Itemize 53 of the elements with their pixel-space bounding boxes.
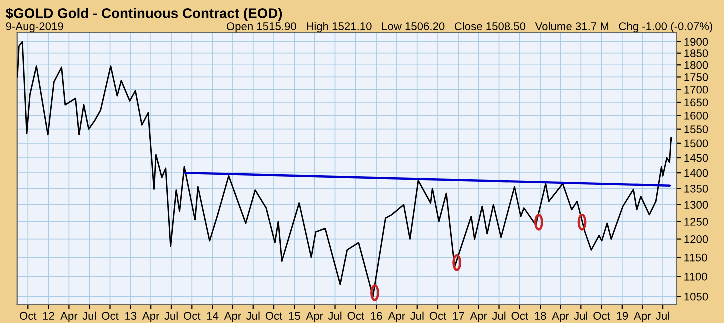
x-tick-label: Apr <box>224 312 242 322</box>
y-tick-label: 1400 <box>684 169 708 178</box>
x-tick-label: Apr <box>388 312 406 322</box>
x-tick-label: 14 <box>207 312 219 320</box>
x-tick-label: Oct <box>266 312 283 320</box>
x-tick-label: Oct <box>20 312 37 320</box>
x-tick-label: 12 <box>43 312 54 320</box>
x-tick-label: 19 <box>617 312 628 320</box>
x-tick-label: Jul <box>82 312 96 320</box>
x-tick-label: Jul <box>410 312 424 320</box>
y-tick-label: 1800 <box>684 61 708 70</box>
y-tick-label: 1850 <box>684 50 708 58</box>
x-tick-label: 18 <box>535 312 546 320</box>
x-tick-label: Apr <box>634 312 652 322</box>
x-tick-label: Apr <box>470 312 488 322</box>
chart-title: $GOLD Gold - Continuous Contract (EOD) <box>6 8 282 22</box>
x-tick-label: Jul <box>246 312 260 320</box>
x-tick-label: Apr <box>142 312 160 322</box>
x-tick-label: Oct <box>512 312 528 320</box>
x-tick-label: Apr <box>306 312 324 322</box>
x-tick-label: Jul <box>492 312 506 320</box>
x-tick-label: Apr <box>60 312 78 322</box>
x-tick-label: Oct <box>594 312 610 320</box>
y-tick-label: 1300 <box>684 201 708 210</box>
x-tick-label: Oct <box>430 312 447 320</box>
y-tick-label: 1250 <box>684 218 708 226</box>
y-tick-label: 1900 <box>684 38 708 46</box>
x-tick-label: Apr <box>552 312 570 322</box>
y-tick-label: 1350 <box>684 184 708 193</box>
y-tick-label: 1450 <box>684 154 708 162</box>
y-tick-label: 1100 <box>684 272 708 281</box>
x-tick-label: Jul <box>328 312 342 320</box>
y-tick-label: 1600 <box>684 112 708 120</box>
y-tick-label: 1150 <box>684 254 708 262</box>
y-tick-label: 1750 <box>684 73 708 82</box>
x-tick-label: Oct <box>348 312 364 320</box>
x-tick-label: 13 <box>126 312 137 320</box>
y-tick-label: 1550 <box>684 126 708 134</box>
y-tick-label: 1050 <box>684 292 708 301</box>
x-tick-label: 17 <box>453 312 464 320</box>
y-tick-label: 1700 <box>684 86 708 94</box>
x-tick-label: 16 <box>371 312 382 320</box>
text: Open 1515.90 High 1521.10 Low 1506.20 Close 1508.50 Volume 31.7 M Chg -1.00 (-0.07%) <box>226 22 712 33</box>
x-tick-label: 15 <box>289 312 300 320</box>
chart-subtitle: 9-Aug-2019 <box>6 22 64 33</box>
x-tick-label: Jul <box>574 312 588 320</box>
x-tick-label: Oct <box>102 312 119 320</box>
y-tick-label: 1200 <box>684 236 708 244</box>
y-tick-label: 1650 <box>684 98 708 107</box>
x-tick-label: Jul <box>656 312 670 320</box>
x-tick-label: Oct <box>184 312 201 320</box>
x-tick-label: Jul <box>164 312 178 320</box>
y-tick-label: 1500 <box>684 140 708 148</box>
